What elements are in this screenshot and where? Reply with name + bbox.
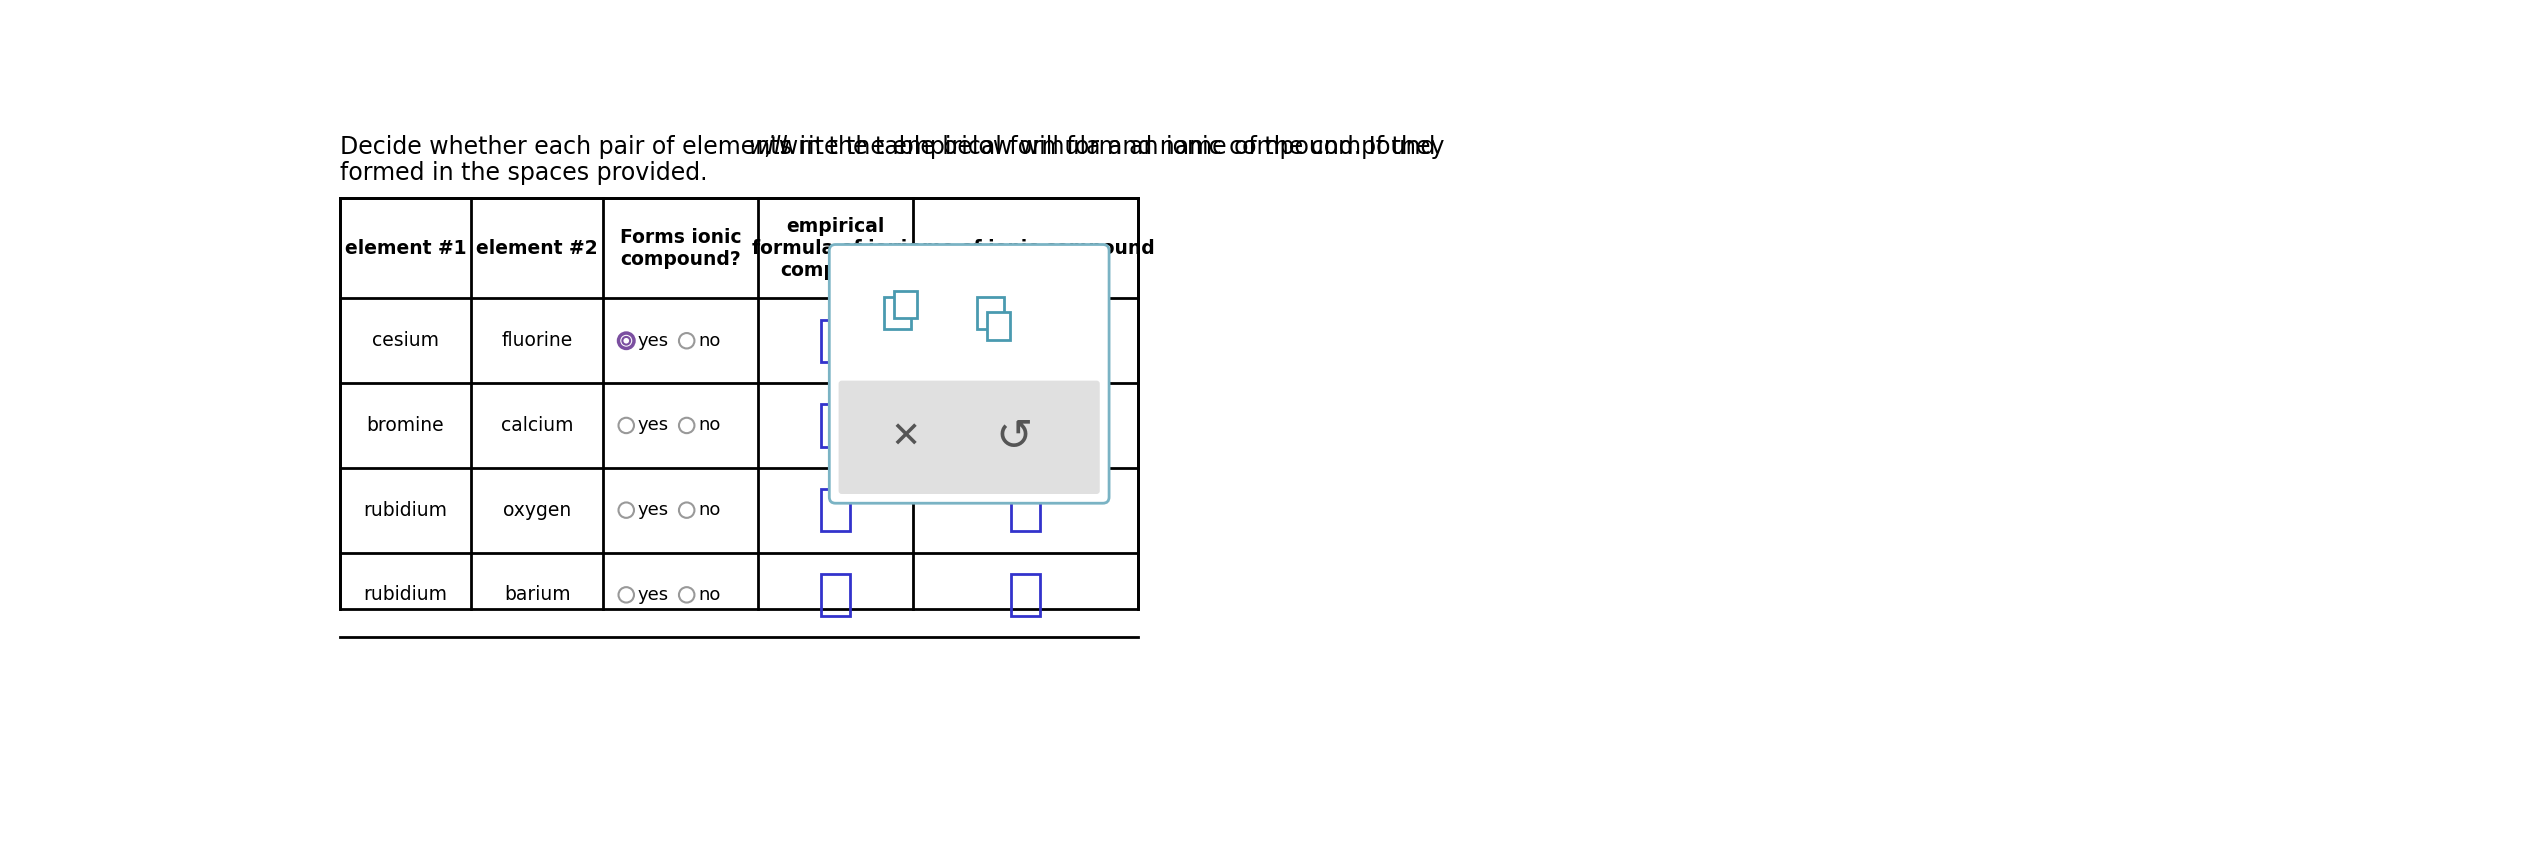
Text: formed in the spaces provided.: formed in the spaces provided.: [339, 160, 706, 185]
FancyBboxPatch shape: [837, 381, 1101, 494]
Text: will: will: [749, 135, 789, 160]
Bar: [977, 297, 1004, 329]
Bar: [339, 198, 1138, 609]
Bar: [1009, 404, 1040, 446]
Text: bromine: bromine: [367, 416, 445, 435]
Text: element #2: element #2: [476, 239, 597, 258]
Bar: [1009, 489, 1040, 532]
Text: Decide whether each pair of elements in the table below will form an ionic compo: Decide whether each pair of elements in …: [339, 135, 1452, 160]
Bar: [893, 290, 916, 318]
Text: yes: yes: [638, 332, 668, 349]
Text: name of ionic compound: name of ionic compound: [896, 239, 1154, 258]
Text: barium: barium: [503, 586, 569, 604]
Text: no: no: [698, 586, 721, 603]
Text: fluorine: fluorine: [501, 331, 572, 350]
Text: no: no: [698, 332, 721, 349]
Text: , write the empirical formula and name of the compound: , write the empirical formula and name o…: [764, 135, 1435, 160]
Text: yes: yes: [638, 501, 668, 519]
Text: element #1: element #1: [344, 239, 466, 258]
Text: Forms ionic
compound?: Forms ionic compound?: [620, 228, 741, 269]
Bar: [987, 312, 1009, 340]
Text: rubidium: rubidium: [364, 500, 448, 520]
Text: cesium: cesium: [372, 331, 438, 350]
FancyBboxPatch shape: [830, 245, 1108, 503]
Text: calcium: calcium: [501, 416, 574, 435]
Bar: [820, 404, 850, 446]
Text: yes: yes: [638, 416, 668, 435]
Bar: [820, 489, 850, 532]
Text: ✕: ✕: [891, 420, 921, 454]
Bar: [883, 297, 911, 329]
Text: ↺: ↺: [994, 416, 1032, 459]
Text: yes: yes: [638, 586, 668, 603]
Bar: [820, 320, 850, 362]
Text: no: no: [698, 416, 721, 435]
Bar: [820, 574, 850, 616]
Bar: [1009, 574, 1040, 616]
Text: no: no: [698, 501, 721, 519]
Text: empirical
formula of ionic
compound: empirical formula of ionic compound: [751, 217, 918, 280]
Bar: [1009, 320, 1040, 362]
Text: oxygen: oxygen: [503, 500, 572, 520]
Text: rubidium: rubidium: [364, 586, 448, 604]
